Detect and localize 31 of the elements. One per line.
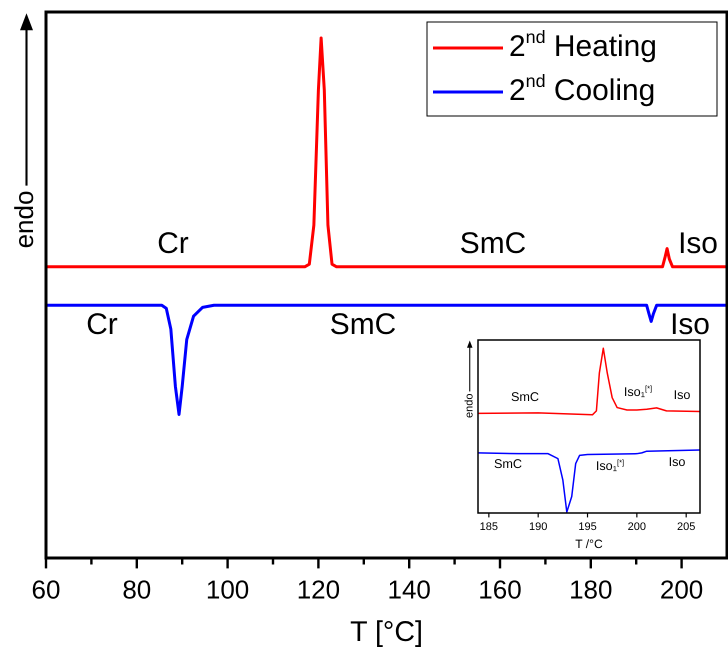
x-tick-label: 185 [480, 521, 498, 534]
x-tick-label: 60 [32, 574, 60, 604]
y-axis-title: endo [9, 190, 39, 248]
annotation: SmC [494, 457, 522, 472]
annotation: Cr [86, 308, 118, 341]
annotation: SmC [460, 226, 526, 260]
x-tick-label: 140 [388, 574, 431, 604]
legend-label: 2$^{nd}$ Heating [509, 26, 657, 63]
x-axis-title: T [°C] [350, 616, 423, 648]
x-tick-label: 120 [296, 574, 340, 604]
x-tick-label: 190 [529, 521, 548, 534]
annotation: Cr [157, 226, 189, 260]
x-tick-label: 200 [628, 521, 646, 534]
x-tick-label: 205 [677, 521, 696, 534]
annotation: Iso [678, 226, 718, 260]
y-axis-title: endo [464, 394, 476, 418]
x-tick-label: 195 [578, 521, 597, 534]
x-tick-label: 100 [206, 574, 250, 604]
annotation: Iso [670, 308, 710, 341]
x-tick-label: 80 [122, 574, 152, 604]
x-axis-title: T /°C [575, 537, 603, 552]
annotation: Iso [668, 455, 686, 470]
legend-label: 2$^{nd}$ Cooling [509, 70, 656, 107]
annotation: SmC [330, 308, 396, 341]
x-tick-label: 180 [569, 574, 612, 604]
x-tick-label: 200 [660, 574, 704, 604]
annotation: SmC [510, 390, 540, 404]
annotation: Iso₁$^{[*]}$ [596, 458, 624, 474]
x-tick-label: 160 [478, 574, 522, 604]
annotation: Iso [674, 388, 690, 402]
annotation: Iso₁$^{[*]}$ [624, 384, 652, 400]
